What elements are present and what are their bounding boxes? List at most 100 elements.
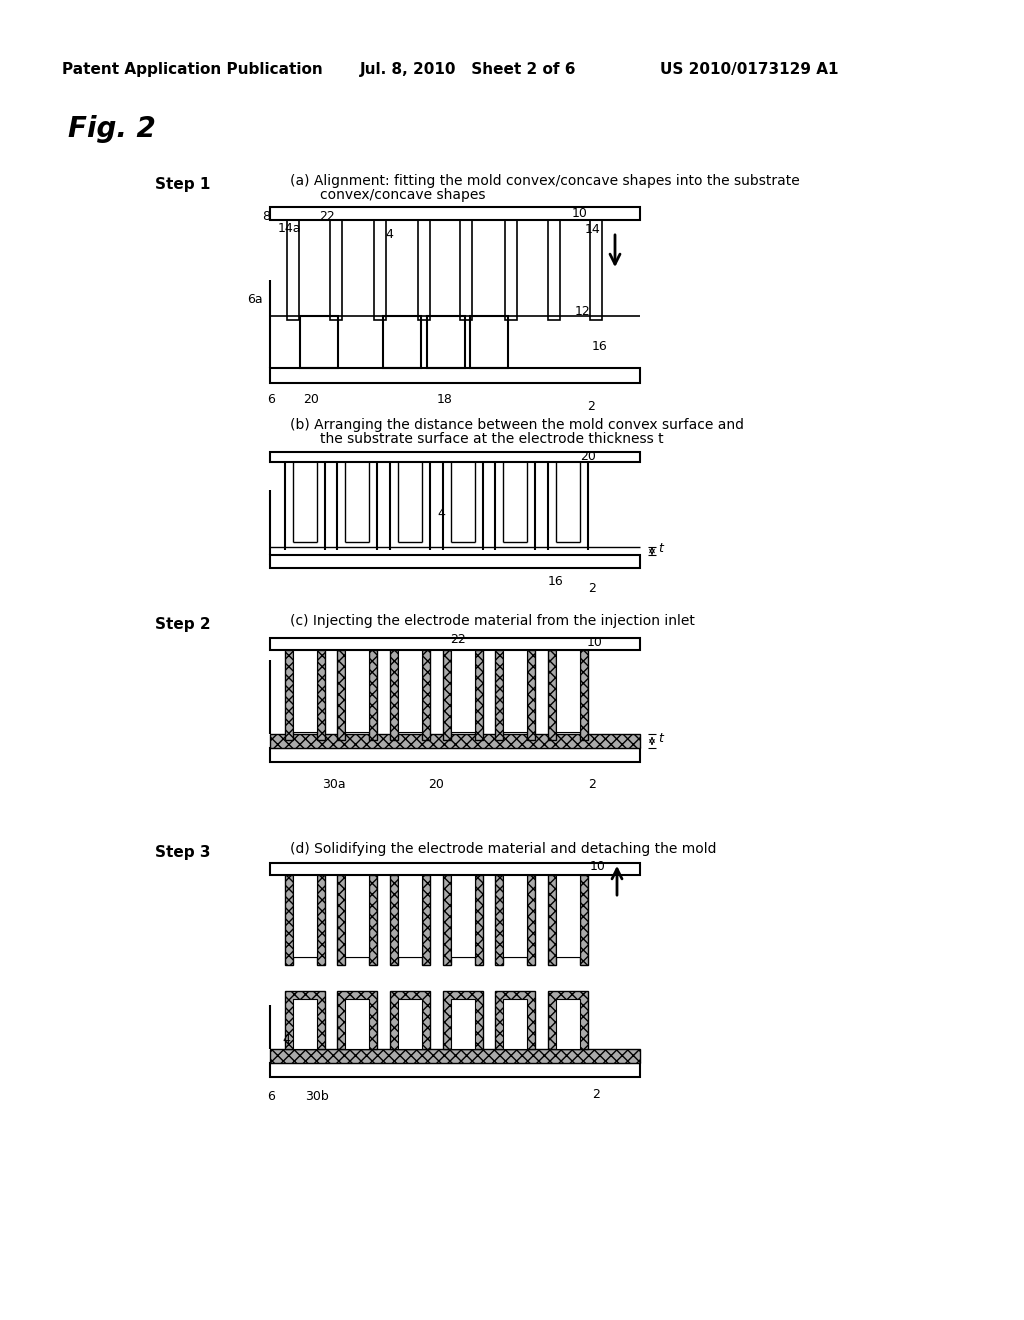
Bar	[548, 649, 556, 741]
Bar	[270, 368, 640, 383]
Bar	[270, 748, 640, 762]
Bar	[293, 649, 317, 733]
Bar	[374, 220, 386, 319]
Text: 2: 2	[592, 1088, 600, 1101]
Bar	[398, 875, 422, 957]
Text: t: t	[658, 541, 663, 554]
Text: Step 3: Step 3	[155, 845, 211, 861]
Bar	[548, 220, 560, 319]
Bar	[270, 554, 640, 568]
Bar	[422, 649, 430, 741]
Text: 10: 10	[590, 861, 606, 873]
Bar	[422, 875, 430, 965]
Bar	[270, 1063, 640, 1077]
Bar	[270, 451, 640, 462]
Bar	[418, 220, 430, 319]
Bar	[317, 875, 325, 965]
Bar	[503, 999, 527, 1049]
Bar	[398, 999, 422, 1049]
Text: 2: 2	[588, 582, 596, 595]
Bar	[330, 220, 342, 319]
Text: 30a: 30a	[322, 777, 346, 791]
Text: 20: 20	[303, 393, 318, 407]
Text: the substrate surface at the electrode thickness t: the substrate surface at the electrode t…	[319, 432, 664, 446]
Bar	[337, 991, 377, 1049]
Bar	[495, 991, 535, 1049]
Text: 4: 4	[385, 228, 393, 242]
Bar	[495, 649, 503, 741]
Bar	[345, 999, 369, 1049]
Bar	[337, 649, 345, 741]
Bar	[548, 991, 588, 1049]
Bar	[470, 315, 508, 368]
Bar	[580, 649, 588, 741]
Text: 2: 2	[587, 400, 595, 413]
Text: convex/concave shapes: convex/concave shapes	[319, 187, 485, 202]
Text: 6a: 6a	[247, 293, 262, 306]
Text: Step 1: Step 1	[155, 177, 210, 191]
Text: 4: 4	[437, 507, 444, 520]
Text: 30b: 30b	[305, 1090, 329, 1104]
Text: 18: 18	[437, 393, 453, 407]
Text: 14: 14	[585, 223, 601, 236]
Text: 12: 12	[575, 305, 591, 318]
Bar	[285, 875, 293, 965]
Bar	[270, 638, 640, 649]
Text: 8: 8	[262, 210, 270, 223]
Bar	[285, 649, 293, 741]
Text: 2: 2	[588, 777, 596, 791]
Bar	[270, 863, 640, 875]
Bar	[443, 991, 483, 1049]
Bar	[293, 875, 317, 957]
Bar	[580, 875, 588, 965]
Text: (d) Solidifying the electrode material and detaching the mold: (d) Solidifying the electrode material a…	[290, 842, 717, 855]
Text: 16: 16	[592, 341, 608, 352]
Text: Fig. 2: Fig. 2	[68, 115, 156, 143]
Text: (c) Injecting the electrode material from the injection inlet: (c) Injecting the electrode material fro…	[290, 614, 695, 628]
Text: Jul. 8, 2010   Sheet 2 of 6: Jul. 8, 2010 Sheet 2 of 6	[360, 62, 577, 77]
Text: t: t	[658, 731, 663, 744]
Bar	[495, 875, 503, 965]
Text: 6: 6	[267, 1090, 274, 1104]
Bar	[451, 999, 475, 1049]
Bar	[293, 999, 317, 1049]
Text: (a) Alignment: fitting the mold convex/concave shapes into the substrate: (a) Alignment: fitting the mold convex/c…	[290, 174, 800, 187]
Bar	[300, 315, 338, 368]
Bar	[317, 649, 325, 741]
Bar	[270, 734, 640, 748]
Bar	[390, 991, 430, 1049]
Bar	[270, 1049, 640, 1063]
Bar	[556, 999, 580, 1049]
Text: 4: 4	[282, 1034, 290, 1045]
Bar	[503, 649, 527, 733]
Text: 6: 6	[267, 393, 274, 407]
Text: 20: 20	[580, 450, 596, 463]
Bar	[345, 875, 369, 957]
Bar	[345, 649, 369, 733]
Bar	[548, 875, 556, 965]
Bar	[556, 875, 580, 957]
Text: US 2010/0173129 A1: US 2010/0173129 A1	[660, 62, 839, 77]
Bar	[505, 220, 517, 319]
Bar	[270, 207, 640, 220]
Text: Step 2: Step 2	[155, 616, 211, 632]
Bar	[527, 875, 535, 965]
Bar	[337, 875, 345, 965]
Bar	[556, 649, 580, 733]
Bar	[390, 875, 398, 965]
Bar	[398, 649, 422, 733]
Bar	[369, 649, 377, 741]
Bar	[451, 649, 475, 733]
Bar	[390, 649, 398, 741]
Text: 10: 10	[587, 636, 603, 649]
Bar	[475, 649, 483, 741]
Text: 20: 20	[428, 777, 443, 791]
Bar	[443, 649, 451, 741]
Bar	[503, 875, 527, 957]
Text: 22: 22	[319, 210, 335, 223]
Bar	[369, 875, 377, 965]
Text: 22: 22	[450, 634, 466, 645]
Bar	[443, 875, 451, 965]
Bar	[451, 875, 475, 957]
Text: Patent Application Publication: Patent Application Publication	[62, 62, 323, 77]
